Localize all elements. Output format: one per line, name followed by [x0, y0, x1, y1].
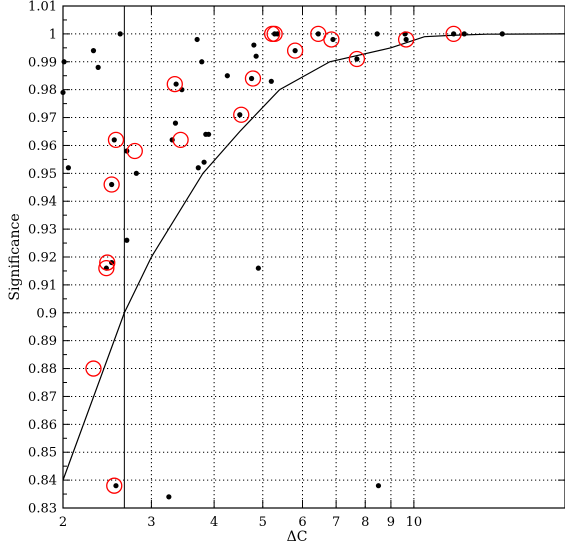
data-point — [274, 31, 281, 37]
data-point — [201, 159, 207, 165]
y-tick-label: 0.99 — [28, 55, 57, 70]
data-point — [268, 78, 274, 84]
data-point — [315, 31, 321, 37]
x-axis-label: ΔC — [287, 529, 308, 545]
y-axis-label: Significance — [7, 213, 23, 300]
data-point — [113, 483, 119, 489]
data-point — [172, 120, 179, 126]
highlight-circle — [323, 31, 340, 48]
data-point — [403, 36, 409, 43]
y-tick-label: 0.94 — [28, 195, 57, 210]
data-point — [499, 31, 505, 37]
data-point — [330, 36, 336, 43]
highlight-circle — [85, 360, 102, 377]
highlight-circle — [348, 50, 366, 68]
y-tick-label: 0.91 — [28, 278, 57, 293]
data-point — [354, 56, 360, 62]
grid-layer — [62, 5, 565, 509]
highlight-circle — [99, 254, 116, 271]
y-tick-label: 0.85 — [28, 446, 57, 461]
highlight-circle — [106, 477, 123, 494]
x-tick-label: 5 — [259, 515, 267, 530]
data-point — [374, 31, 380, 37]
x-tick-label: 9 — [387, 515, 395, 530]
y-tick-label: 0.84 — [28, 474, 57, 489]
x-tick-label: 6 — [298, 515, 306, 530]
highlight-circle — [103, 176, 120, 193]
x-tick-label: 10 — [406, 515, 423, 530]
data-point — [224, 73, 230, 79]
highlight-circle — [107, 131, 125, 149]
data-point — [292, 48, 298, 54]
highlight-circle — [244, 70, 262, 87]
data-point — [109, 181, 115, 188]
highlight-circle — [445, 25, 462, 43]
x-tick-label: 2 — [59, 515, 67, 530]
highlight-circle — [233, 106, 250, 123]
x-tick-label: 3 — [147, 515, 155, 530]
highlight-circle — [397, 31, 415, 48]
y-tick-label: 0.98 — [28, 83, 57, 98]
ticks-layer: 0.83 0.84 0.85 0.86 0.87 0.88 0.89 0.9 0.91 0.92 0… — [28, 0, 565, 530]
data-point — [95, 64, 101, 70]
highlight-circle — [172, 131, 189, 149]
y-tick-label: 0.97 — [28, 111, 57, 126]
data-point — [251, 42, 257, 48]
x-tick-label: 4 — [210, 515, 218, 530]
x-tick-label: 7 — [332, 515, 340, 530]
y-tick-label: 0.88 — [28, 362, 57, 377]
data-point — [90, 48, 97, 54]
y-tick-label: 0.89 — [28, 334, 57, 349]
plot-frame — [62, 5, 565, 509]
data-point — [133, 170, 139, 176]
curve-layer — [62, 33, 565, 481]
data-point — [255, 265, 261, 271]
data-point — [248, 75, 255, 82]
data-point — [375, 483, 382, 489]
data-point — [166, 494, 172, 500]
y-tick-label: 0.93 — [28, 223, 57, 238]
data-point — [199, 59, 205, 65]
data-point — [124, 237, 130, 243]
highlight-circle — [286, 42, 304, 59]
highlight-circle — [126, 142, 143, 160]
data-point — [205, 131, 212, 137]
y-tick-label: 0.83 — [28, 502, 57, 517]
data-point — [451, 31, 457, 37]
data-point — [253, 53, 259, 59]
data-point — [65, 165, 71, 171]
threshold-curve — [62, 33, 565, 481]
y-tick-label: 0.95 — [28, 167, 57, 182]
data-point — [169, 137, 175, 143]
x-tick-label: 8 — [361, 515, 369, 530]
data-point — [194, 36, 200, 43]
y-tick-label: 1 — [49, 27, 57, 42]
highlight-circle — [166, 75, 183, 93]
y-tick-label: 0.86 — [28, 418, 57, 433]
highlight-circle — [98, 260, 115, 277]
y-tick-label: 0.87 — [28, 390, 57, 405]
data-point — [195, 165, 201, 171]
axis-layer — [62, 5, 565, 509]
data-point — [111, 137, 117, 143]
y-tick-label: 0.96 — [28, 139, 57, 154]
y-tick-label: 0.92 — [28, 251, 57, 266]
highlight-circle — [266, 25, 283, 43]
data-point — [237, 112, 243, 118]
y-tick-label: 1.01 — [28, 0, 57, 15]
data-point — [461, 31, 467, 37]
points-layer — [60, 25, 505, 500]
data-point — [173, 81, 179, 87]
y-tick-label: 0.9 — [36, 306, 57, 321]
data-point — [117, 31, 123, 37]
